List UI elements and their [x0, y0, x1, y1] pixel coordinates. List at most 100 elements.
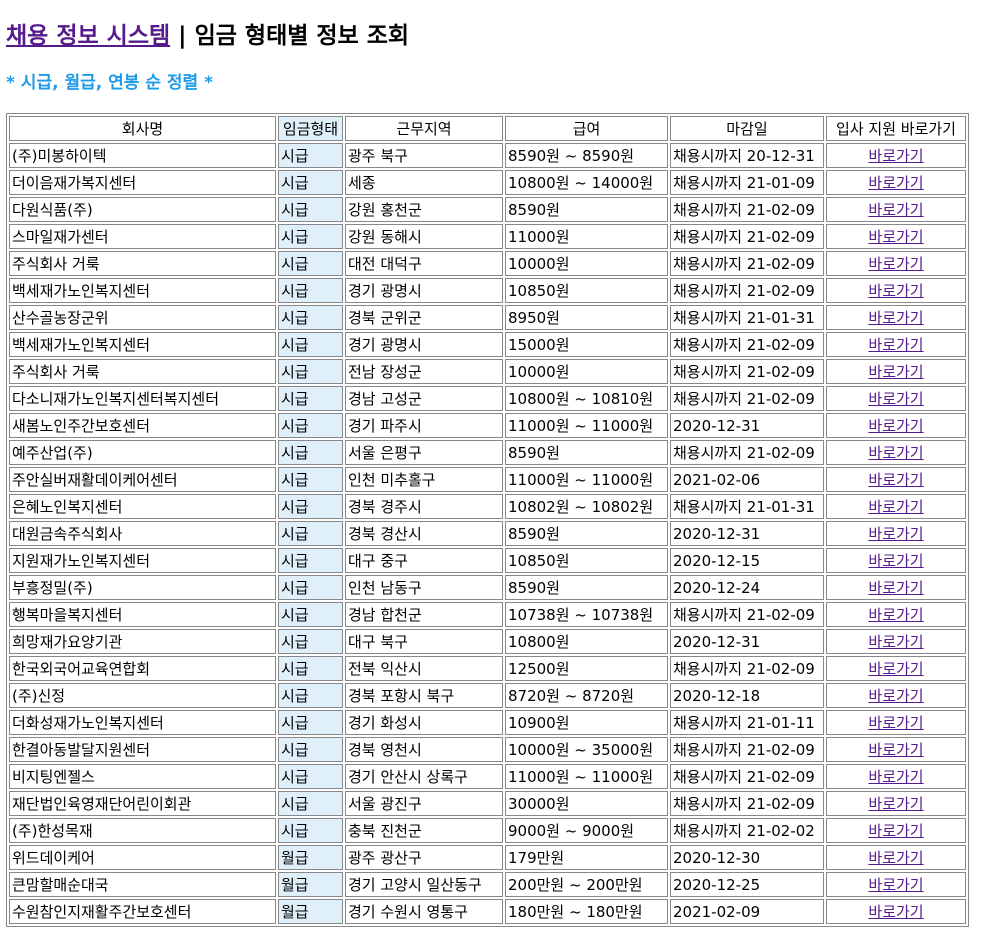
- salary-cell: 8950원: [505, 305, 668, 330]
- wage-type-cell: 시급: [278, 791, 343, 816]
- deadline-cell: 2020-12-31: [670, 521, 824, 546]
- apply-link[interactable]: 바로가기: [868, 849, 924, 867]
- apply-link[interactable]: 바로가기: [868, 687, 924, 705]
- salary-cell: 8590원: [505, 521, 668, 546]
- job-table: 회사명 임금형태 근무지역 급여 마감일 입사 지원 바로가기 (주)미봉하이텍…: [6, 113, 969, 927]
- company-cell: 주식회사 거룩: [9, 251, 276, 276]
- apply-link-cell: 바로가기: [826, 386, 966, 411]
- salary-cell: 15000원: [505, 332, 668, 357]
- apply-link[interactable]: 바로가기: [868, 417, 924, 435]
- wage-type-cell: 시급: [278, 467, 343, 492]
- apply-link[interactable]: 바로가기: [868, 903, 924, 921]
- region-cell: 광주 광산구: [345, 845, 503, 870]
- table-row: 다원식품(주) 시급 강원 홍천군 8590원 채용시까지 21-02-09 바로가기: [9, 197, 966, 222]
- salary-cell: 11000원 ~ 11000원: [505, 764, 668, 789]
- company-cell: 수원참인지재활주간보호센터: [9, 899, 276, 924]
- apply-link[interactable]: 바로가기: [868, 309, 924, 327]
- salary-cell: 9000원 ~ 9000원: [505, 818, 668, 843]
- apply-link[interactable]: 바로가기: [868, 633, 924, 651]
- region-cell: 대구 중구: [345, 548, 503, 573]
- company-cell: 위드데이케어: [9, 845, 276, 870]
- apply-link[interactable]: 바로가기: [868, 579, 924, 597]
- apply-link-cell: 바로가기: [826, 494, 966, 519]
- apply-link-cell: 바로가기: [826, 224, 966, 249]
- apply-link[interactable]: 바로가기: [868, 471, 924, 489]
- table-row: (주)미봉하이텍 시급 광주 북구 8590원 ~ 8590원 채용시까지 20-12-…: [9, 143, 966, 168]
- company-cell: 예주산업(주): [9, 440, 276, 465]
- salary-cell: 10000원 ~ 35000원: [505, 737, 668, 762]
- apply-link-cell: 바로가기: [826, 440, 966, 465]
- region-cell: 서울 광진구: [345, 791, 503, 816]
- deadline-cell: 채용시까지 21-02-09: [670, 359, 824, 384]
- wage-type-cell: 시급: [278, 386, 343, 411]
- apply-link[interactable]: 바로가기: [868, 147, 924, 165]
- apply-link[interactable]: 바로가기: [868, 606, 924, 624]
- table-row: 은혜노인복지센터 시급 경북 경주시 10802원 ~ 10802원 채용시까지 21-…: [9, 494, 966, 519]
- apply-link[interactable]: 바로가기: [868, 795, 924, 813]
- apply-link[interactable]: 바로가기: [868, 255, 924, 273]
- apply-link-cell: 바로가기: [826, 143, 966, 168]
- wage-type-cell: 시급: [278, 764, 343, 789]
- company-cell: (주)한성목재: [9, 818, 276, 843]
- wage-type-cell: 시급: [278, 332, 343, 357]
- wage-type-cell: 월급: [278, 872, 343, 897]
- company-cell: 대원금속주식회사: [9, 521, 276, 546]
- apply-link[interactable]: 바로가기: [868, 228, 924, 246]
- apply-link-cell: 바로가기: [826, 683, 966, 708]
- apply-link[interactable]: 바로가기: [868, 741, 924, 759]
- apply-link[interactable]: 바로가기: [868, 525, 924, 543]
- apply-link[interactable]: 바로가기: [868, 768, 924, 786]
- apply-link[interactable]: 바로가기: [868, 363, 924, 381]
- deadline-cell: 채용시까지 21-02-09: [670, 791, 824, 816]
- apply-link[interactable]: 바로가기: [868, 822, 924, 840]
- apply-link[interactable]: 바로가기: [868, 498, 924, 516]
- table-row: 주안실버재활데이케어센터 시급 인천 미추홀구 11000원 ~ 11000원 2021…: [9, 467, 966, 492]
- deadline-cell: 채용시까지 21-01-11: [670, 710, 824, 735]
- apply-link-cell: 바로가기: [826, 548, 966, 573]
- region-cell: 충북 진천군: [345, 818, 503, 843]
- salary-cell: 200만원 ~ 200만원: [505, 872, 668, 897]
- deadline-cell: 2020-12-25: [670, 872, 824, 897]
- wage-type-cell: 시급: [278, 656, 343, 681]
- salary-cell: 11000원 ~ 11000원: [505, 413, 668, 438]
- deadline-cell: 채용시까지 21-01-09: [670, 170, 824, 195]
- region-cell: 경북 경산시: [345, 521, 503, 546]
- column-header-wage-type: 임금형태: [278, 116, 343, 141]
- apply-link-cell: 바로가기: [826, 413, 966, 438]
- region-cell: 경기 고양시 일산동구: [345, 872, 503, 897]
- column-header-region: 근무지역: [345, 116, 503, 141]
- apply-link[interactable]: 바로가기: [868, 714, 924, 732]
- table-row: 예주산업(주) 시급 서울 은평구 8590원 채용시까지 21-02-09 바로가기: [9, 440, 966, 465]
- deadline-cell: 2020-12-30: [670, 845, 824, 870]
- apply-link[interactable]: 바로가기: [868, 201, 924, 219]
- region-cell: 대구 북구: [345, 629, 503, 654]
- apply-link[interactable]: 바로가기: [868, 336, 924, 354]
- apply-link[interactable]: 바로가기: [868, 552, 924, 570]
- table-row: 백세재가노인복지센터 시급 경기 광명시 10850원 채용시까지 21-02-09 바로…: [9, 278, 966, 303]
- salary-cell: 180만원 ~ 180만원: [505, 899, 668, 924]
- wage-type-cell: 시급: [278, 197, 343, 222]
- apply-link[interactable]: 바로가기: [868, 876, 924, 894]
- wage-type-cell: 시급: [278, 548, 343, 573]
- apply-link[interactable]: 바로가기: [868, 282, 924, 300]
- deadline-cell: 2020-12-31: [670, 413, 824, 438]
- company-cell: 다소니재가노인복지센터복지센터: [9, 386, 276, 411]
- apply-link[interactable]: 바로가기: [868, 444, 924, 462]
- wage-type-cell: 시급: [278, 278, 343, 303]
- table-row: (주)한성목재 시급 충북 진천군 9000원 ~ 9000원 채용시까지 21-02-…: [9, 818, 966, 843]
- apply-link[interactable]: 바로가기: [868, 660, 924, 678]
- table-row: 더화성재가노인복지센터 시급 경기 화성시 10900원 채용시까지 21-01-11 바…: [9, 710, 966, 735]
- salary-cell: 11000원: [505, 224, 668, 249]
- region-cell: 경북 영천시: [345, 737, 503, 762]
- company-cell: 큰맘할매순대국: [9, 872, 276, 897]
- company-cell: 행복마을복지센터: [9, 602, 276, 627]
- wage-type-cell: 시급: [278, 818, 343, 843]
- apply-link-cell: 바로가기: [826, 872, 966, 897]
- deadline-cell: 채용시까지 21-02-09: [670, 278, 824, 303]
- apply-link[interactable]: 바로가기: [868, 174, 924, 192]
- apply-link[interactable]: 바로가기: [868, 390, 924, 408]
- site-title-link[interactable]: 채용 정보 시스템: [6, 23, 171, 49]
- wage-type-cell: 시급: [278, 413, 343, 438]
- apply-link-cell: 바로가기: [826, 845, 966, 870]
- company-cell: 더이음재가복지센터: [9, 170, 276, 195]
